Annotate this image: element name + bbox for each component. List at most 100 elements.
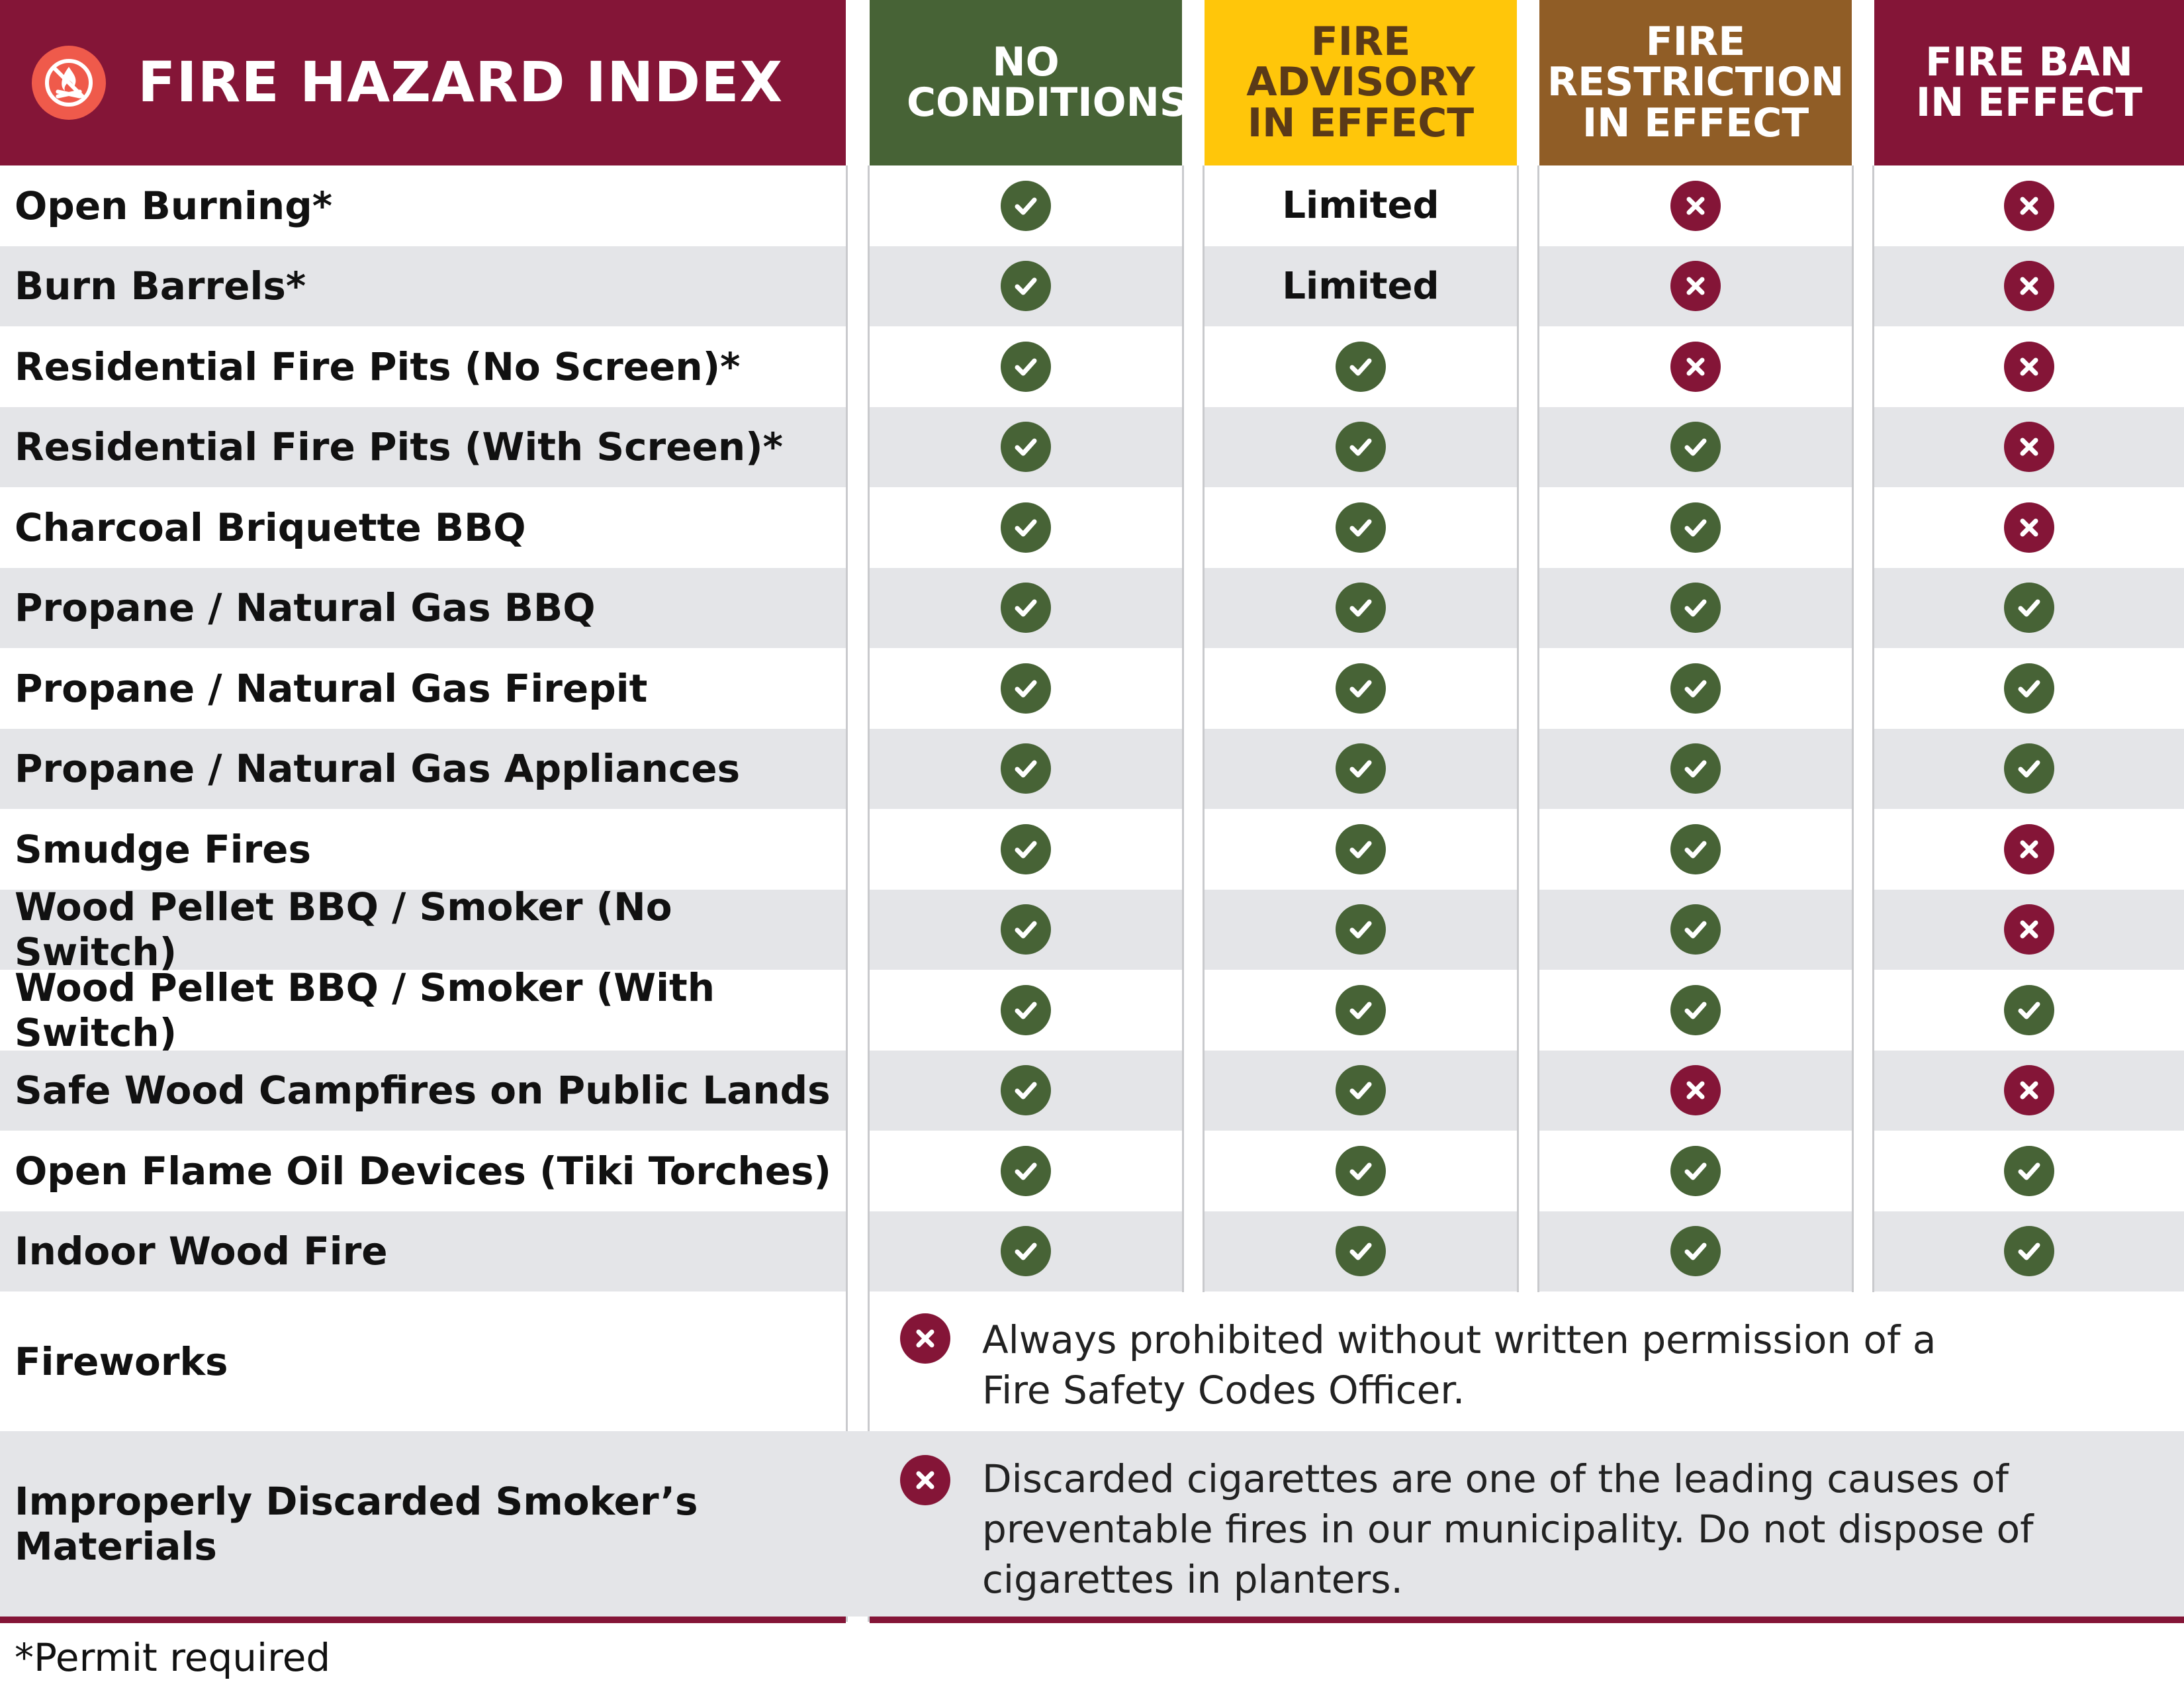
status-cell [1539,165,1852,246]
x-icon [2004,180,2054,231]
status-cell [1539,567,1852,648]
check-icon [2004,1145,2054,1196]
check-icon [1001,341,1051,392]
status-cell [1205,970,1517,1050]
x-icon [2004,1065,2054,1115]
status-cell [870,1050,1182,1131]
status-cell [870,648,1182,728]
header-fire-restriction: FIRE RESTRICTION IN EFFECT [1539,0,1852,165]
status-cell [870,809,1182,889]
status-cell [1205,326,1517,406]
check-icon [1001,422,1051,472]
check-icon [1001,1226,1051,1276]
table-row: Propane / Natural Gas BBQ [0,567,2184,648]
row-label: Open Burning* [15,183,333,228]
check-icon [1336,984,1386,1035]
check-icon [1336,823,1386,874]
status-cell [1874,809,2184,889]
check-icon [1670,823,1721,874]
status-cell [1205,567,1517,648]
status-cell [1874,165,2184,246]
x-icon [2004,261,2054,311]
check-icon [1001,180,1051,231]
check-icon [1001,261,1051,311]
footnote: *Permit required [15,1635,331,1680]
row-label: Propane / Natural Gas Firepit [15,665,648,711]
check-icon [1670,502,1721,553]
table-row: Wood Pellet BBQ / Smoker (No Switch) [0,884,2184,974]
status-cell [1539,487,1852,567]
check-icon [1336,583,1386,633]
status-cell [1539,889,1852,970]
status-cell [1539,246,1852,326]
table-row: Open Flame Oil Devices (Tiki Torches) [0,1131,2184,1211]
x-icon [2004,502,2054,553]
status-cell [870,326,1182,406]
row-label: Open Flame Oil Devices (Tiki Torches) [15,1148,832,1194]
check-icon [1336,663,1386,714]
row-label: Improperly Discarded Smoker’s Materials [0,1431,846,1617]
row-label: Safe Wood Campfires on Public Lands [0,1050,846,1131]
no-fire-icon [32,46,106,120]
status-text: Limited [1282,264,1439,308]
note-text: Discarded cigarettes are one of the lead… [982,1456,2034,1602]
check-icon [2004,984,2054,1035]
column-divider [1517,165,1539,1292]
status-cell [1205,487,1517,567]
check-icon [1670,743,1721,794]
status-cell [1205,1131,1517,1211]
check-icon [1670,1226,1721,1276]
x-icon [1670,341,1721,392]
status-cell [1205,406,1517,487]
check-icon [1670,1145,1721,1196]
check-icon [1670,663,1721,714]
page-header: FIRE HAZARD INDEX [0,0,846,165]
status-cell [1205,809,1517,889]
check-icon [1336,743,1386,794]
status-cell [1539,1211,1852,1291]
column-divider [846,165,870,1622]
row-label: Propane / Natural Gas Appliances [0,728,846,809]
check-icon [1001,1065,1051,1115]
check-icon [2004,583,2054,633]
check-icon [1001,502,1051,553]
status-cell [1205,889,1517,970]
check-icon [1001,583,1051,633]
status-cell [1874,567,2184,648]
check-icon [1670,904,1721,955]
status-cell [1874,326,2184,406]
x-icon [2004,422,2054,472]
status-text: Limited [1282,184,1439,227]
check-icon [1670,422,1721,472]
status-cell [870,1211,1182,1291]
status-cell: Limited [1205,246,1517,326]
status-cell [870,406,1182,487]
x-icon [2004,823,2054,874]
check-icon [1336,502,1386,553]
status-cell [1539,1131,1852,1211]
table-row: Residential Fire Pits (No Screen)* [0,326,2184,406]
table-row: Safe Wood Campfires on Public Lands [0,1050,2184,1131]
row-label: Wood Pellet BBQ / Smoker (No Switch) [0,884,846,974]
header-no-conditions: NO CONDITIONS [870,0,1188,165]
bottom-rule [870,1617,2184,1623]
x-icon [1670,180,1721,231]
check-icon [1001,904,1051,955]
check-icon [1001,1145,1051,1196]
status-cell [1874,487,2184,567]
row-label: Indoor Wood Fire [0,1211,846,1291]
table-row: Open Burning* Limited [0,165,2184,246]
status-cell [1539,1050,1852,1131]
row-label: Smudge Fires [15,826,312,872]
status-cell [1874,889,2184,970]
x-icon [2004,904,2054,955]
status-cell [1539,809,1852,889]
check-icon [1670,583,1721,633]
x-icon [1670,261,1721,311]
status-cell [1539,728,1852,809]
row-label: Charcoal Briquette BBQ [15,504,526,550]
x-icon [2004,341,2054,392]
check-icon [1336,904,1386,955]
row-label: Wood Pellet BBQ / Smoker (With Switch) [15,964,715,1055]
table-row: Propane / Natural Gas Appliances [0,728,2184,809]
